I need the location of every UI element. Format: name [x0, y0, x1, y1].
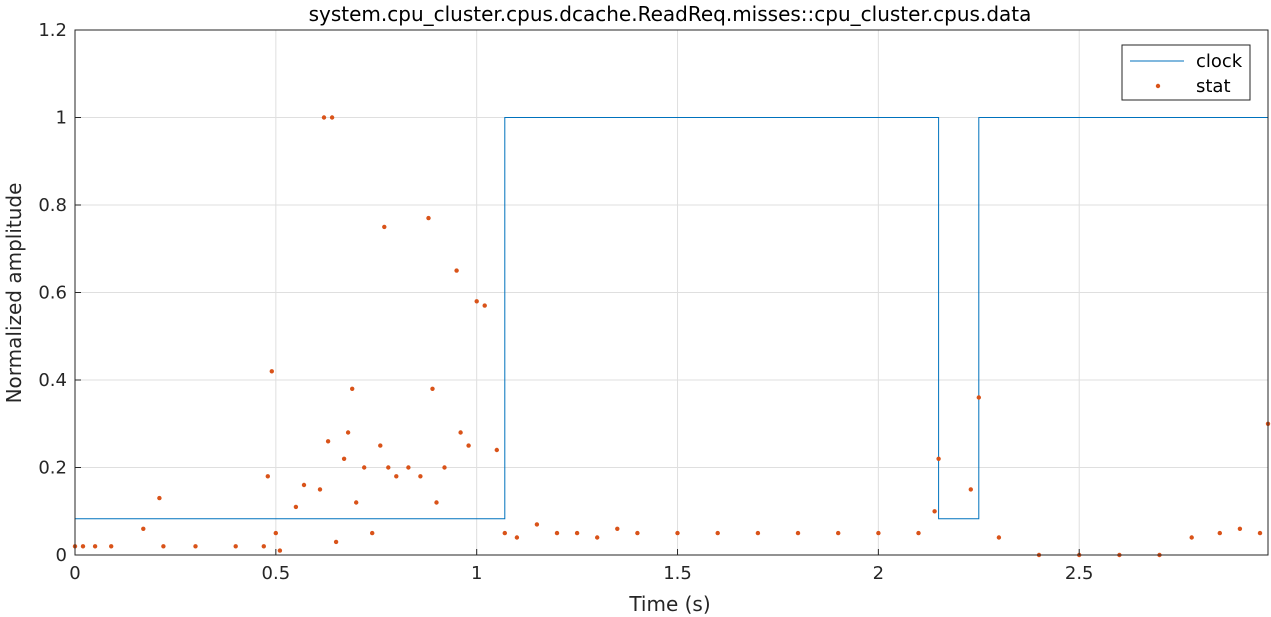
x-tick-label: 2.5: [1065, 563, 1094, 584]
stat-point: [554, 530, 560, 536]
stat-series: [72, 115, 1271, 558]
axes: 0 0.5 1 1.5 2 2.5 0 0.2 0.4 0.6 0.8 1 1.2: [38, 20, 1269, 584]
stat-point: [269, 369, 274, 374]
stat-point: [341, 456, 347, 461]
stat-point: [329, 115, 335, 120]
stat-point: [193, 544, 198, 549]
x-tick-label: 1.5: [663, 563, 692, 584]
y-tick-label: 0.8: [38, 195, 67, 216]
stat-point: [458, 430, 463, 435]
stat-point: [261, 544, 266, 549]
stat-point: [350, 386, 355, 391]
stat-point: [932, 509, 937, 514]
stat-point: [386, 465, 391, 470]
stat-point: [615, 526, 620, 531]
stat-point: [301, 482, 307, 488]
stat-point: [976, 395, 981, 400]
stat-point: [715, 530, 720, 536]
x-tick-label: 1: [471, 563, 482, 584]
y-tick-label: 0.4: [38, 370, 67, 391]
x-tick-label: 0: [69, 563, 80, 584]
y-tick-label: 0.2: [38, 458, 67, 479]
stat-point: [293, 504, 299, 510]
stat-point: [321, 115, 327, 120]
x-axis-title: Time (s): [628, 592, 710, 616]
stat-point: [426, 215, 431, 221]
stat-point: [233, 544, 238, 549]
stat-point: [466, 443, 471, 448]
y-tick-label: 1.2: [38, 20, 67, 41]
stat-point: [916, 530, 921, 536]
stat-point: [109, 544, 114, 549]
chart-title: system.cpu_cluster.cpus.dcache.ReadReq.m…: [309, 2, 1032, 26]
y-tick-label: 0.6: [38, 283, 67, 304]
stat-point: [406, 465, 411, 470]
y-tick-label: 1: [56, 108, 67, 129]
stat-point: [370, 530, 375, 536]
legend-box: [1121, 44, 1251, 101]
stat-point: [1217, 530, 1223, 536]
stat-point: [141, 526, 146, 531]
stat-point: [1257, 530, 1263, 536]
stat-point: [394, 474, 399, 479]
stat-point: [795, 530, 801, 536]
stat-point: [755, 530, 761, 536]
stat-point: [635, 530, 640, 536]
legend-swatch-stat: [1155, 83, 1161, 89]
stat-point: [1237, 526, 1243, 531]
stat-point: [333, 539, 339, 545]
stat-point: [514, 535, 520, 540]
stat-point: [157, 495, 162, 501]
y-axis-title: Normalized amplitude: [2, 183, 26, 404]
legend: clock stat: [1121, 44, 1251, 101]
stat-point: [836, 530, 841, 536]
stat-point: [277, 548, 283, 553]
legend-label: stat: [1196, 76, 1231, 97]
stat-point: [454, 268, 459, 273]
stat-point: [936, 456, 941, 461]
stat-point: [265, 474, 270, 479]
stat-point: [595, 535, 600, 540]
stat-point: [161, 544, 166, 549]
stat-point: [317, 487, 323, 492]
stat-point: [80, 544, 86, 549]
stat-point: [382, 224, 387, 230]
stat-point: [968, 487, 973, 492]
stat-point: [494, 447, 499, 453]
y-tick-label: 0: [56, 545, 67, 566]
clock-series-line: [75, 117, 1268, 520]
stat-point: [1189, 535, 1194, 540]
stat-point: [273, 530, 278, 536]
stat-point: [482, 303, 487, 308]
legend-label: clock: [1196, 51, 1243, 72]
stat-point: [502, 530, 507, 536]
stat-point: [430, 386, 435, 391]
stat-point: [876, 530, 881, 536]
stat-point: [534, 522, 540, 527]
stat-point: [378, 443, 383, 448]
stat-point: [325, 439, 331, 444]
x-tick-label: 2: [873, 563, 884, 584]
stat-point: [474, 299, 479, 304]
stat-point: [362, 465, 367, 470]
stat-point: [418, 474, 423, 479]
stat-point: [345, 430, 351, 435]
stat-point: [434, 500, 439, 505]
plot-frame: [74, 29, 1269, 556]
stat-point: [675, 530, 680, 536]
stat-point: [442, 465, 447, 470]
stat-point: [354, 500, 359, 505]
stat-point: [574, 530, 580, 536]
stat-point: [92, 544, 98, 549]
stat-point: [996, 535, 1002, 540]
series-layer: [72, 115, 1271, 558]
x-tick-label: 0.5: [262, 563, 291, 584]
